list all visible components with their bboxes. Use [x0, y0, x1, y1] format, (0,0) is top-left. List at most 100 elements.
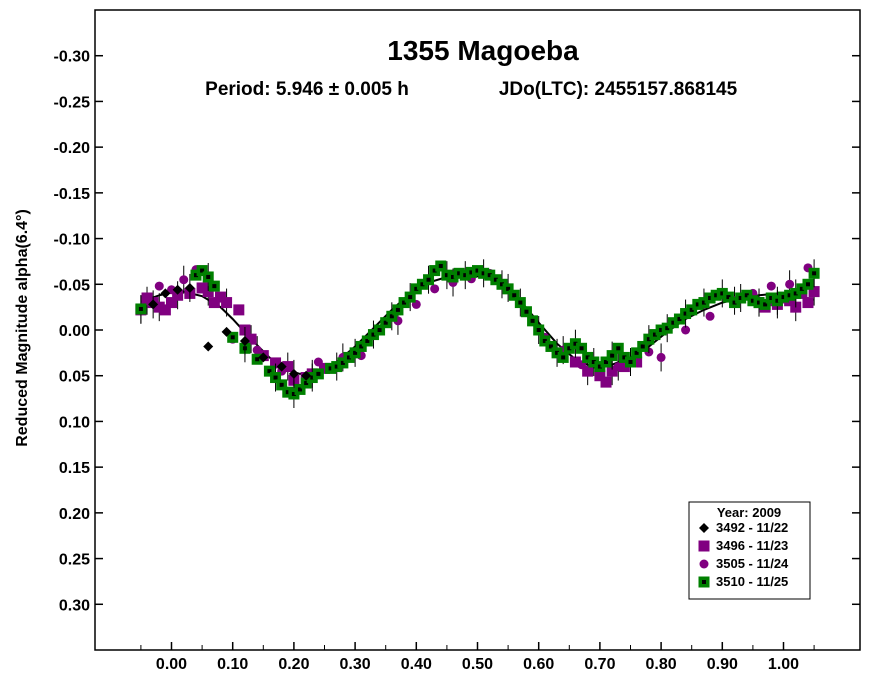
data-point — [637, 340, 649, 352]
data-point — [692, 298, 704, 310]
data-point — [190, 269, 202, 281]
point-center — [542, 338, 547, 343]
data-point — [404, 291, 416, 303]
point-center — [561, 355, 566, 360]
data-point — [484, 269, 496, 281]
data-point — [673, 313, 685, 325]
data-point — [203, 341, 214, 352]
point-center — [518, 300, 523, 305]
point-center — [512, 293, 517, 298]
data-point — [214, 291, 226, 303]
data-point — [239, 335, 250, 346]
data-point — [179, 275, 189, 285]
x-tick-label: 0.00 — [156, 656, 187, 673]
data-point — [705, 311, 715, 321]
point-center — [206, 274, 211, 279]
data-point — [319, 362, 330, 374]
y-tick-label: -0.20 — [54, 140, 91, 157]
data-point — [502, 283, 514, 295]
data-point — [704, 292, 716, 304]
data-point — [282, 386, 294, 398]
data-point — [160, 288, 171, 299]
data-point — [184, 282, 195, 293]
data-point — [698, 297, 710, 309]
data-point — [686, 304, 698, 316]
data-point — [374, 324, 386, 336]
point-center — [255, 357, 260, 362]
point-center — [285, 390, 290, 395]
epoch-subtitle: JDo(LTC): 2455157.868145 — [499, 79, 738, 100]
data-point — [527, 315, 539, 327]
legend-title: Year: 2009 — [717, 505, 781, 520]
data-point — [472, 265, 483, 277]
data-point — [563, 342, 575, 354]
point-center — [757, 300, 762, 305]
point-center — [646, 337, 651, 342]
data-point — [325, 362, 337, 374]
data-point — [520, 306, 532, 318]
period-subtitle: Period: 5.946 ± 0.005 h — [205, 79, 409, 100]
point-center — [536, 328, 541, 332]
data-point — [569, 338, 581, 350]
data-point — [270, 372, 282, 384]
point-center — [585, 355, 590, 360]
point-center — [628, 360, 633, 364]
legend-marker — [698, 540, 710, 552]
point-center — [432, 268, 437, 273]
data-point — [600, 376, 612, 388]
data-point — [618, 351, 630, 363]
point-center — [408, 295, 413, 300]
data-point — [270, 357, 282, 369]
data-point — [582, 365, 594, 377]
data-point — [729, 297, 741, 309]
point-center — [610, 353, 615, 358]
data-point — [735, 292, 747, 304]
data-point — [251, 353, 263, 365]
data-point — [453, 267, 465, 279]
point-center — [365, 338, 370, 343]
x-tick-label: 0.60 — [523, 656, 554, 673]
data-point — [306, 372, 318, 384]
point-center — [702, 580, 706, 584]
point-center — [414, 286, 419, 291]
point-center — [805, 282, 810, 287]
point-center — [371, 332, 376, 337]
point-center — [714, 293, 719, 298]
point-center — [230, 335, 235, 340]
axis-ticks: 0.00 0.10 0.20 0.30 0.40 0.50 0.60 0.70 0.80 0.90… — [54, 49, 860, 673]
point-center — [573, 341, 578, 346]
y-tick-label: 0.25 — [59, 552, 90, 569]
point-center — [298, 387, 303, 392]
y-tick-label: 0.00 — [59, 323, 90, 340]
point-center — [475, 268, 480, 273]
y-tick-label: 0.20 — [59, 506, 90, 523]
point-center — [726, 295, 731, 300]
point-center — [634, 350, 639, 355]
point-center — [787, 293, 792, 298]
data-point — [802, 278, 814, 290]
data-point — [410, 283, 422, 295]
point-center — [701, 300, 706, 305]
y-tick-label: 0.05 — [59, 369, 90, 386]
data-point — [808, 267, 820, 279]
data-point — [790, 287, 802, 299]
point-center — [793, 291, 798, 296]
point-center — [579, 346, 584, 351]
data-point — [337, 357, 349, 369]
data-point — [258, 352, 269, 363]
data-point — [355, 340, 367, 352]
data-point — [367, 329, 379, 341]
data-point — [753, 297, 765, 309]
data-point — [643, 333, 655, 345]
point-center — [506, 286, 511, 291]
data-point — [349, 347, 361, 359]
point-center — [138, 306, 143, 311]
data-point — [710, 289, 722, 301]
point-center — [720, 291, 725, 296]
data-point — [301, 370, 312, 381]
data-point — [294, 383, 306, 395]
data-point — [802, 297, 814, 309]
data-point — [545, 340, 557, 352]
legend-label: 3496 - 11/23 — [716, 538, 788, 553]
data-point — [148, 299, 159, 310]
